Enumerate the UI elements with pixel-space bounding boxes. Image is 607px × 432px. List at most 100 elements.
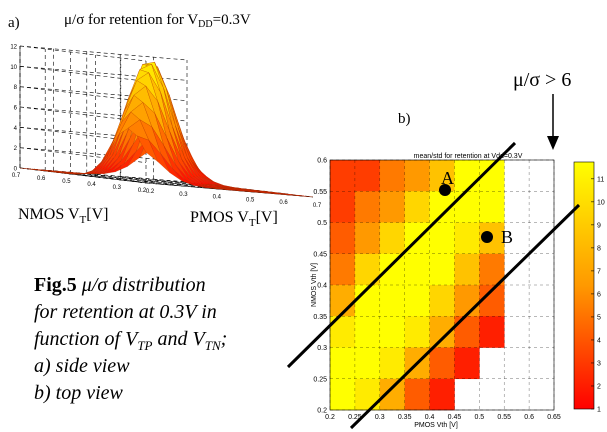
heatmap-cell bbox=[479, 191, 505, 223]
point-a-marker bbox=[439, 184, 451, 196]
caption-line-4: a) side view bbox=[34, 355, 130, 377]
heatmap-x-tick: 0.4 bbox=[425, 414, 435, 421]
heatmap-cell bbox=[379, 285, 405, 317]
nmos-tick: 0.6 bbox=[37, 176, 46, 182]
heatmap-cell bbox=[429, 378, 455, 411]
heatmap-cell bbox=[379, 316, 405, 348]
pmos-tick: 0.6 bbox=[279, 200, 288, 206]
heatmap-cell bbox=[454, 191, 480, 223]
nmos-tick: 0.7 bbox=[12, 173, 21, 179]
caption-line-5: b) top view bbox=[34, 382, 124, 404]
colorbar-ticks: 1 2 3 4 5 6 7 8 9 10 11 bbox=[591, 176, 605, 414]
heatmap-x-tick: 0.55 bbox=[497, 414, 511, 421]
heatmap-cell bbox=[454, 222, 480, 255]
surface-gridline bbox=[19, 66, 147, 82]
surface-ticks: 0 2 4 6 8 10 12 0.7 0.6 0.5 0.4 0.3 0.2 0.2 0.3 0.4 0.5 0… bbox=[10, 45, 322, 210]
z-tick: 10 bbox=[10, 65, 17, 71]
heatmap-cell bbox=[454, 316, 480, 348]
heatmap-x-tick: 0.5 bbox=[474, 414, 484, 421]
panel-a-label: a) bbox=[8, 15, 20, 31]
colorbar bbox=[573, 161, 595, 410]
heatmap-y-tick: 0.5 bbox=[317, 220, 327, 227]
panel-a-title: μ/σ for retention for VDD=0.3V bbox=[64, 12, 251, 30]
heatmap-cell bbox=[429, 253, 455, 286]
heatmap-cell bbox=[354, 316, 381, 348]
heatmap-cell bbox=[379, 222, 405, 255]
heatmap-y-ticks: 0.2 0.25 0.3 0.35 0.4 0.45 0.5 0.55 0.6 bbox=[313, 158, 327, 415]
z-tick: 6 bbox=[14, 106, 18, 112]
pmos-tick: 0.5 bbox=[246, 197, 255, 203]
heatmap-x-tick: 0.6 bbox=[524, 414, 534, 421]
nmos-tick: 0.5 bbox=[62, 179, 71, 185]
surface-facet bbox=[292, 194, 314, 198]
pmos-tick: 0.3 bbox=[179, 192, 188, 198]
colorbar-tick: 2 bbox=[597, 383, 601, 390]
heatmap-y-tick: 0.55 bbox=[313, 189, 327, 196]
boundary-line-upper bbox=[286, 141, 517, 369]
surface-gridline bbox=[19, 45, 147, 62]
panel-b: b) mean/std for retention at Vdd=0.3V 0.… bbox=[286, 69, 605, 430]
heatmap-cell bbox=[454, 253, 480, 286]
panel-b-label: b) bbox=[398, 111, 411, 127]
z-tick: 12 bbox=[10, 45, 17, 51]
colorbar-tick: 4 bbox=[597, 337, 601, 344]
heatmap-y-tick: 0.35 bbox=[313, 314, 327, 321]
heatmap-cell bbox=[404, 253, 430, 286]
colorbar-tick: 3 bbox=[597, 360, 601, 367]
colorbar-tick: 8 bbox=[597, 245, 601, 252]
heatmap-cell bbox=[379, 347, 405, 380]
heatmap-x-ticks: 0.2 0.25 0.3 0.35 0.4 0.45 0.5 0.55 0.6 0.65 bbox=[325, 414, 561, 421]
heatmap-cell bbox=[354, 347, 381, 380]
point-b-marker bbox=[481, 231, 493, 243]
caption-line-2: for retention at 0.3V in bbox=[34, 301, 217, 323]
heatmap-cell bbox=[330, 191, 356, 223]
heatmap-x-tick: 0.35 bbox=[398, 414, 412, 421]
heatmap-cell bbox=[354, 378, 381, 411]
threshold-arrow-head bbox=[547, 136, 559, 150]
pmos-axis-label: PMOS VT[V] bbox=[190, 209, 278, 229]
heatmap-y-tick: 0.2 bbox=[317, 408, 327, 415]
heatmap-x-tick: 0.3 bbox=[375, 414, 385, 421]
heatmap-cell bbox=[404, 191, 430, 223]
heatmap-frame bbox=[329, 159, 555, 411]
heatmap-y-label: NMOS Vth [V] bbox=[311, 263, 318, 307]
colorbar-tick: 11 bbox=[597, 176, 604, 183]
heatmap-cell bbox=[379, 191, 405, 223]
heatmap-cell bbox=[404, 160, 430, 192]
z-tick: 0 bbox=[14, 167, 18, 173]
heatmap-cells bbox=[330, 160, 505, 411]
colorbar-tick: 9 bbox=[597, 222, 601, 229]
point-b-label: B bbox=[501, 227, 513, 247]
boundary-line-lower bbox=[349, 203, 581, 430]
surface-plot bbox=[19, 61, 314, 198]
caption: Fig.5 μ/σ distribution for retention at … bbox=[34, 274, 227, 404]
nmos-tick: 0.2 bbox=[138, 188, 147, 194]
heatmap-cell bbox=[479, 316, 505, 348]
heatmap-y-tick: 0.6 bbox=[317, 158, 327, 165]
surface-gridline bbox=[19, 86, 147, 102]
heatmap-cell bbox=[454, 347, 480, 380]
pmos-tick: 0.2 bbox=[146, 189, 155, 195]
heatmap-x-tick: 0.2 bbox=[325, 414, 335, 421]
colorbar-tick: 1 bbox=[597, 407, 601, 414]
panel-a: a) μ/σ for retention for VDD=0.3V 0 2 4 6 8 1… bbox=[8, 12, 322, 229]
pmos-tick: 0.4 bbox=[213, 195, 222, 201]
heatmap-cell bbox=[330, 253, 356, 286]
heatmap-cell bbox=[454, 285, 480, 317]
heatmap-cell bbox=[429, 222, 455, 255]
surface-gridline bbox=[86, 173, 213, 189]
z-tick: 4 bbox=[14, 126, 18, 132]
heatmap-cell bbox=[330, 160, 356, 192]
heatmap-cell bbox=[404, 378, 430, 411]
heatmap-y-tick: 0.45 bbox=[313, 251, 327, 258]
caption-line-1: Fig.5 μ/σ distribution bbox=[34, 274, 206, 296]
heatmap-y-tick: 0.25 bbox=[313, 376, 327, 383]
heatmap-cell bbox=[354, 191, 381, 223]
heatmap-cell bbox=[354, 160, 381, 192]
heatmap-cell bbox=[354, 222, 381, 255]
z-tick: 8 bbox=[14, 85, 18, 91]
pmos-tick: 0.7 bbox=[313, 203, 322, 209]
heatmap-cell bbox=[404, 316, 430, 348]
heatmap-cell bbox=[429, 285, 455, 317]
